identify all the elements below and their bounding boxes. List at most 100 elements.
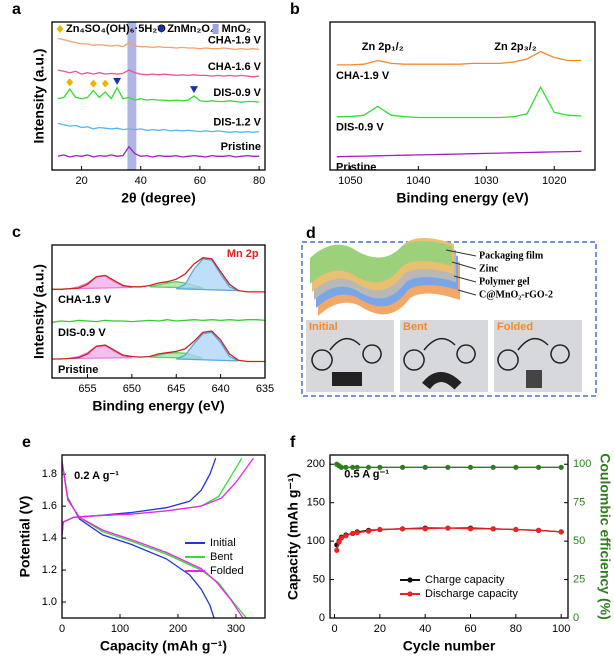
peak-marker xyxy=(66,78,74,87)
series-label: CHA-1.6 V xyxy=(208,61,262,73)
leader xyxy=(453,275,477,283)
photo-label: Bent xyxy=(403,321,428,333)
series-label: CHA-1.9 V xyxy=(336,70,390,82)
y2-tick-label: 25 xyxy=(573,573,585,585)
series-line xyxy=(61,461,244,619)
x-tick-label: 100 xyxy=(111,623,129,635)
series-line xyxy=(336,150,582,158)
series-label: DIS-1.2 V xyxy=(213,117,261,129)
series-label: DIS-0.9 V xyxy=(58,327,106,339)
legend-marker xyxy=(407,577,413,583)
legend-marker xyxy=(56,25,64,33)
point xyxy=(336,539,342,545)
panel-label: a xyxy=(12,1,21,18)
leader-lines xyxy=(445,249,477,296)
x-tick-label: 200 xyxy=(169,623,187,635)
photo: Bent xyxy=(400,320,488,392)
point xyxy=(490,464,496,470)
cable xyxy=(311,337,382,371)
point xyxy=(338,535,344,541)
photo: Folded xyxy=(494,320,582,392)
y-tick-label: 150 xyxy=(307,497,325,509)
layer-label: Packaging film xyxy=(479,250,544,261)
legend-label: Folded xyxy=(210,565,244,577)
legend-marker xyxy=(157,26,166,33)
panel-label: b xyxy=(290,1,300,18)
point xyxy=(350,464,356,470)
point xyxy=(334,547,340,553)
cable xyxy=(497,337,570,371)
point xyxy=(422,464,428,470)
point xyxy=(399,464,406,470)
x-tick-label: 640 xyxy=(211,383,229,395)
layer-top xyxy=(310,241,452,284)
y-tick-label: 100 xyxy=(307,535,325,547)
y2-tick-label: 75 xyxy=(573,497,585,509)
peak-marker xyxy=(101,79,109,88)
series-label: DIS-0.9 V xyxy=(336,122,384,134)
plot-frame xyxy=(329,21,596,171)
series-label: Pristine xyxy=(221,141,261,153)
annotation: Mn 2p xyxy=(227,248,259,260)
legend-label: Bent xyxy=(210,551,233,563)
x-tick-label: 1020 xyxy=(542,175,566,187)
y-axis-label: Potential (V) xyxy=(17,496,33,578)
y-tick-label: 1.4 xyxy=(42,532,57,544)
annotation: Zn 2p₃/₂ xyxy=(494,41,536,53)
y2-axis-label: Coulombic efficiency (%) xyxy=(597,453,613,619)
x-tick-label: 20 xyxy=(374,623,386,635)
y-axis-label: Intensity (a.u.) xyxy=(31,49,47,144)
x-tick-label: 80 xyxy=(253,175,265,187)
series-line xyxy=(57,69,260,78)
y-tick-label: 200 xyxy=(307,458,325,470)
x-axis-label: 2θ (degree) xyxy=(121,190,195,206)
point xyxy=(558,529,564,535)
legend-label: ZnMn₂O₄ xyxy=(167,23,215,35)
x-tick-label: 1050 xyxy=(338,175,362,187)
series-label: Pristine xyxy=(336,162,376,174)
point xyxy=(535,464,542,470)
fit-component xyxy=(176,331,239,362)
y-axis-label: Intensity (a.u.) xyxy=(31,264,47,359)
legend-label: Discharge capacity xyxy=(425,588,518,600)
leader xyxy=(451,261,477,270)
x-tick-label: 650 xyxy=(123,383,141,395)
point xyxy=(467,464,474,470)
legend-label: Zn₄SO₄(OH)₆·5H₂O xyxy=(66,23,166,35)
point xyxy=(377,464,383,470)
plot-frame xyxy=(51,21,266,171)
leader xyxy=(457,289,477,296)
device xyxy=(422,372,462,390)
series-line xyxy=(336,50,582,66)
legend-label: MnO₂ xyxy=(222,23,251,35)
series-line xyxy=(57,145,260,158)
series-line xyxy=(52,330,265,363)
leader xyxy=(445,249,477,257)
chart: c 655 650 645 640 635 Binding energy (eV) Inten… xyxy=(12,224,274,413)
point xyxy=(343,533,349,539)
plot-frame xyxy=(61,454,266,619)
dashed-frame xyxy=(301,241,597,397)
point xyxy=(354,530,360,536)
cable xyxy=(403,337,476,371)
point xyxy=(513,464,519,470)
panel-label: d xyxy=(306,225,316,242)
panel-label: e xyxy=(22,434,31,451)
photo-label: Folded xyxy=(497,321,533,333)
layer-label: Zinc xyxy=(479,263,499,274)
y-tick-label: 0 xyxy=(319,612,325,624)
plot-frame xyxy=(51,244,266,379)
x-axis-label: Cycle number xyxy=(403,638,496,654)
point xyxy=(343,464,349,470)
x-tick-label: 60 xyxy=(194,175,206,187)
x-tick-label: 40 xyxy=(419,623,431,635)
y-tick-label: 1.2 xyxy=(42,564,57,576)
x-tick-label: 40 xyxy=(135,175,147,187)
fit-component xyxy=(176,258,239,292)
series-line xyxy=(57,37,260,51)
series-line xyxy=(57,122,260,133)
legend-marker xyxy=(407,591,413,597)
legend-marker xyxy=(212,24,219,34)
